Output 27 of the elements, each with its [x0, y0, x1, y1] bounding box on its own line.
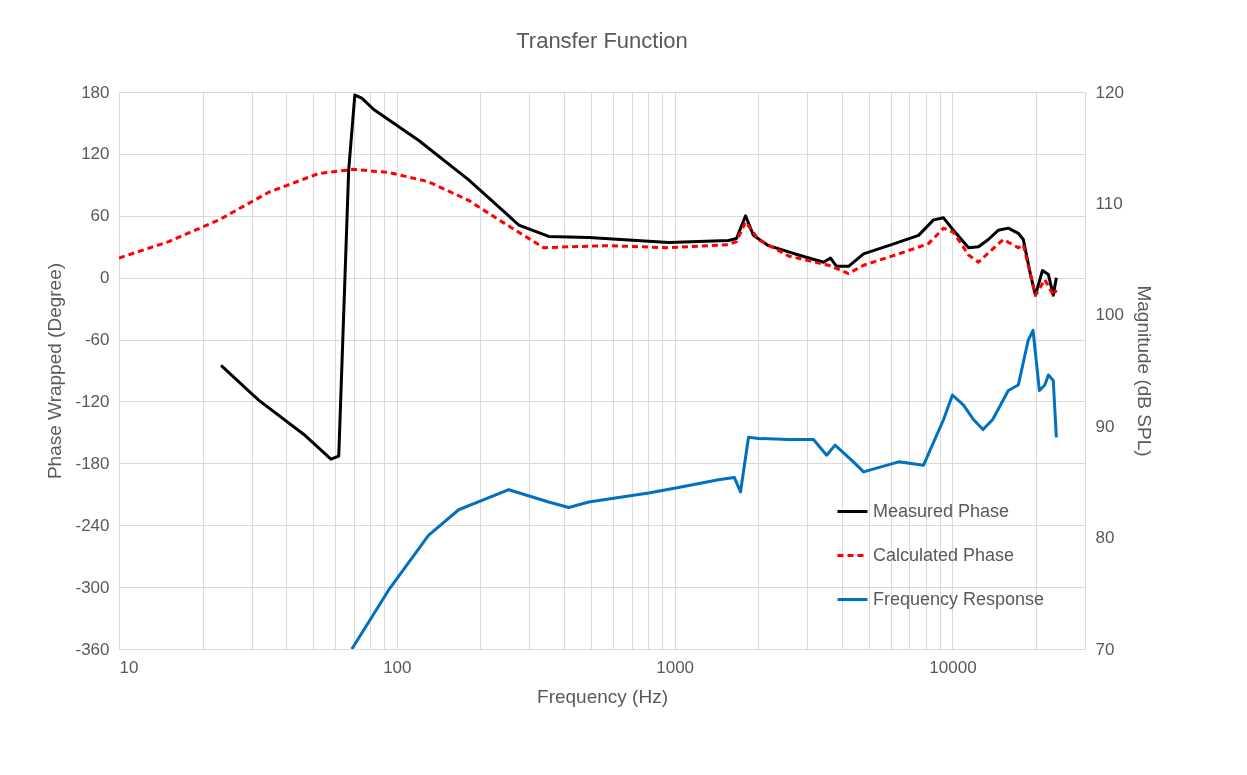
y2-tick-label: 80 [1095, 528, 1115, 548]
x-tick-label: 10 [119, 657, 139, 677]
y2-axis-title: Magnitude (dB SPL) [1133, 285, 1155, 457]
y2-tick-label: 100 [1095, 305, 1124, 325]
y-tick-label: 0 [100, 268, 110, 288]
y-tick-label: 180 [81, 82, 110, 102]
x-tick-label: 1000 [656, 657, 695, 677]
y-tick-label: -240 [75, 515, 110, 535]
x-tick-label: 100 [383, 657, 412, 677]
x-axis-title: Frequency (Hz) [537, 685, 668, 707]
x-tick-label: 10000 [929, 657, 977, 677]
y-tick-label: -120 [75, 391, 110, 411]
y2-tick-label: 70 [1095, 639, 1115, 659]
legend-label: Calculated Phase [873, 544, 1015, 565]
y2-tick-label: 90 [1095, 416, 1115, 436]
y2-tick-label: 110 [1095, 193, 1123, 213]
y-tick-label: -180 [75, 453, 110, 473]
chart-title: Transfer Function [516, 28, 688, 53]
y2-tick-label: 120 [1095, 82, 1124, 102]
y-tick-label: -60 [84, 330, 110, 350]
y-tick-label: -360 [75, 639, 110, 659]
legend-label: Frequency Response [873, 588, 1045, 609]
y-tick-label: 120 [81, 144, 110, 164]
legend-label: Measured Phase [873, 500, 1010, 521]
y-tick-label: -300 [75, 577, 110, 597]
y-axis-title: Phase Wrapped (Degree) [44, 262, 66, 480]
y-tick-label: 60 [90, 206, 110, 226]
